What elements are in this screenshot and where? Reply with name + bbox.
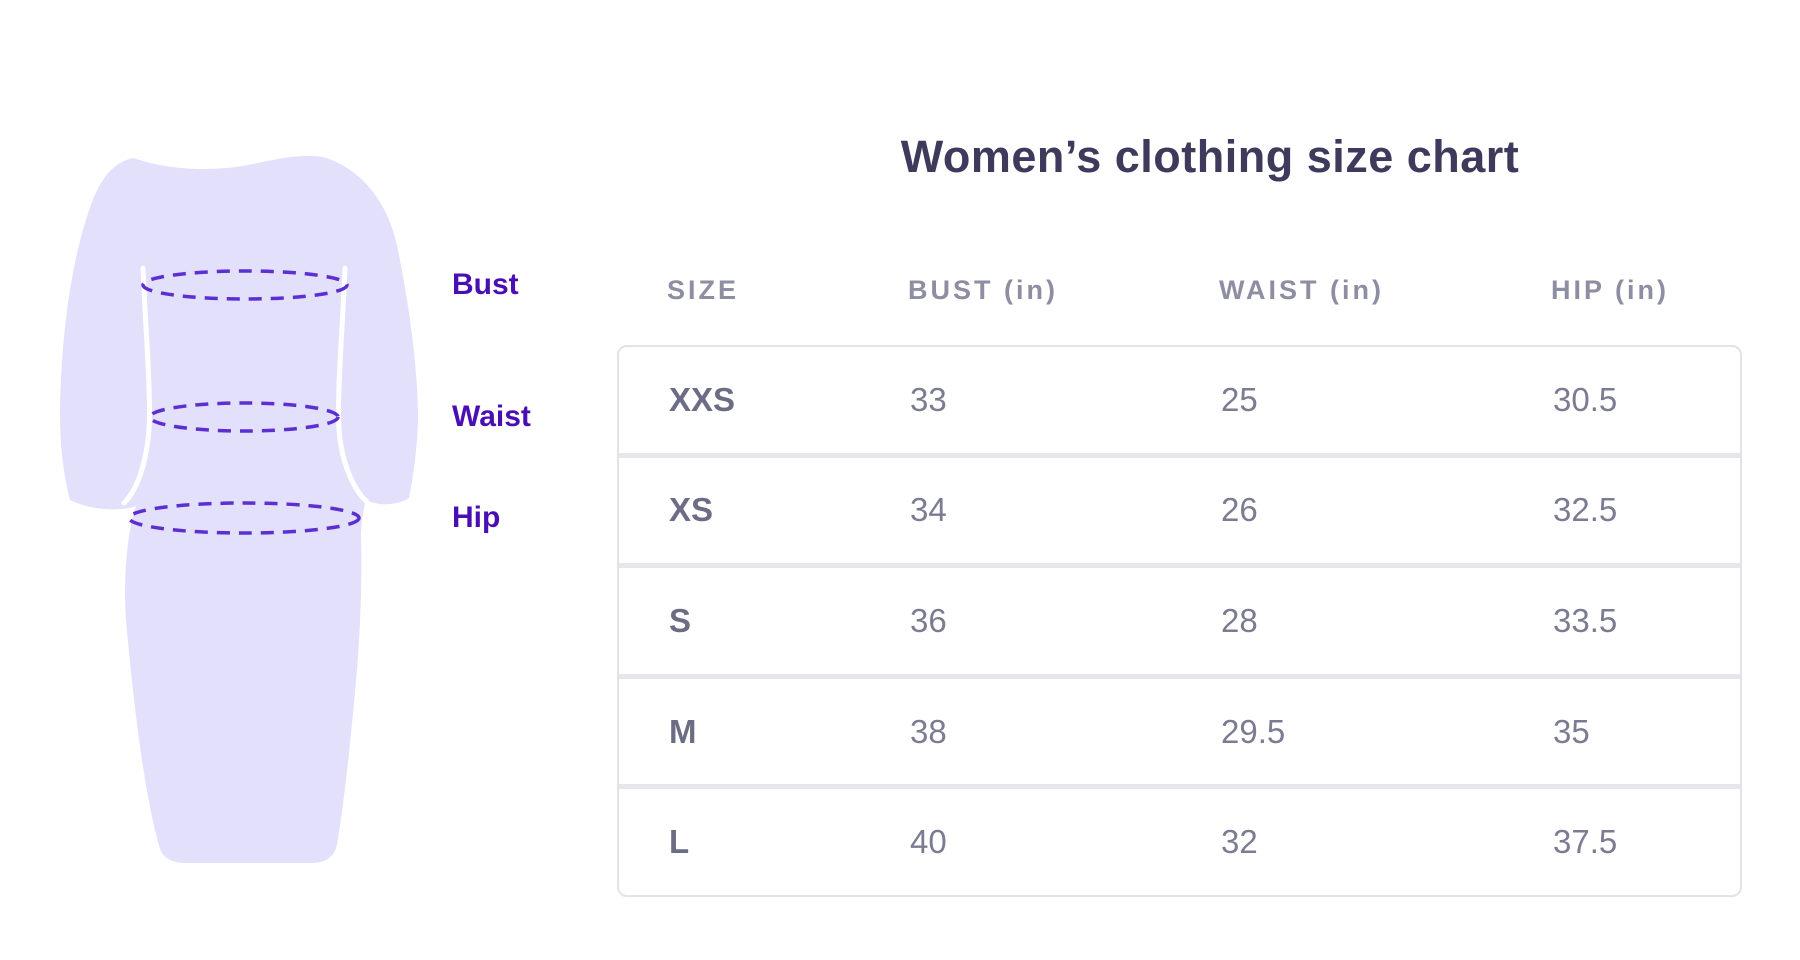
- column-header-size: SIZE: [667, 274, 740, 305]
- waist-label: Waist: [452, 400, 531, 433]
- dress-body-shape: [60, 155, 418, 863]
- table-header-row: SIZE BUST (in) WAIST (in) HIP (in): [617, 262, 1742, 318]
- page-title: Women’s clothing size chart: [900, 131, 1520, 182]
- right-sleeve-gap: [336, 265, 370, 505]
- bust-value-cell: 38: [910, 712, 947, 750]
- waist-value-cell: 29.5: [1221, 712, 1286, 750]
- bust-value-cell: 33: [910, 380, 947, 418]
- bust-value-cell: 34: [910, 491, 947, 529]
- column-header-waist: WAIST (in): [1219, 274, 1384, 305]
- bust-label: Bust: [452, 268, 519, 301]
- left-sleeve-gap: [121, 265, 152, 506]
- bust-measure-line: [141, 269, 349, 301]
- hip-value-cell: 37.5: [1553, 823, 1618, 861]
- size-cell: XXS: [669, 380, 736, 418]
- size-cell: L: [669, 823, 690, 861]
- size-table: XXS 33 25 30.5 XS 34 26 32.5 S 36 28 33.5 M 38 29.5 35 L…: [617, 345, 1742, 897]
- waist-value-cell: 26: [1221, 491, 1258, 529]
- hip-value-cell: 33.5: [1553, 601, 1618, 639]
- hip-value-cell: 30.5: [1553, 380, 1618, 418]
- size-cell: M: [669, 712, 697, 750]
- size-cell: XS: [669, 491, 714, 529]
- waist-value-cell: 25: [1221, 380, 1258, 418]
- size-cell: S: [669, 601, 692, 639]
- hip-label: Hip: [452, 501, 501, 534]
- hip-value-cell: 32.5: [1553, 491, 1618, 529]
- waist-value-cell: 32: [1221, 823, 1258, 861]
- table-row: XS 34 26 32.5: [619, 452, 1740, 564]
- hip-measure-line: [127, 501, 361, 535]
- bust-value-cell: 36: [910, 601, 947, 639]
- hip-value-cell: 35: [1553, 712, 1590, 750]
- dress-illustration: [40, 100, 420, 890]
- column-header-hip: HIP (in): [1551, 274, 1669, 305]
- table-row: S 36 28 33.5: [619, 563, 1740, 674]
- bust-value-cell: 40: [910, 823, 947, 861]
- table-row: L 40 32 37.5: [619, 784, 1740, 895]
- column-header-bust: BUST (in): [908, 274, 1058, 305]
- table-row: XXS 33 25 30.5: [619, 347, 1740, 453]
- dress-silhouette: [60, 155, 418, 863]
- table-row: M 38 29.5 35: [619, 673, 1740, 785]
- waist-value-cell: 28: [1221, 601, 1258, 639]
- waist-measure-line: [148, 401, 340, 433]
